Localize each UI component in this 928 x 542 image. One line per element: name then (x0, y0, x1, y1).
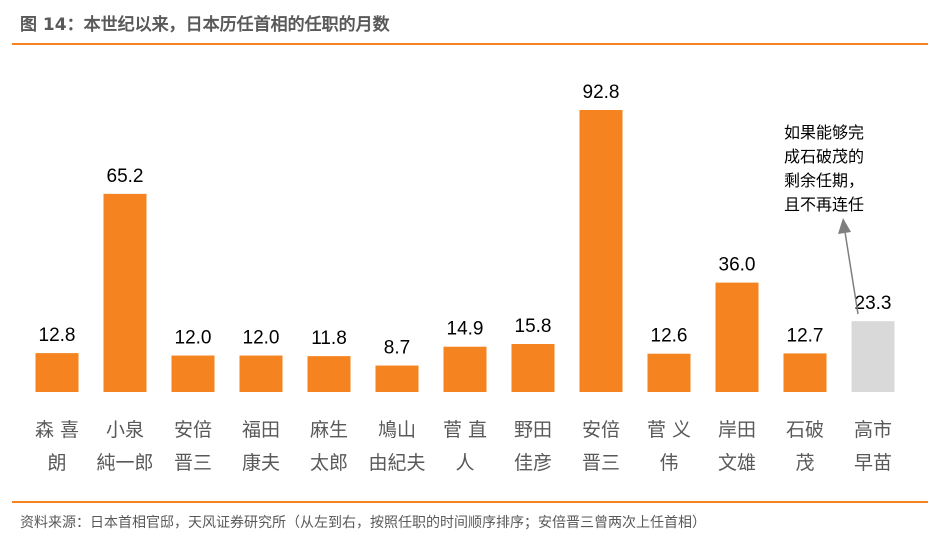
category-label: 石破 (786, 419, 824, 441)
data-label: 65.2 (107, 166, 144, 187)
source-note: 资料来源：日本首相官邸，天风证券研究所（从左到右，按照任职的时间顺序排序；安倍晋… (20, 515, 706, 531)
data-label: 23.3 (855, 293, 892, 314)
category-label: 伟 (659, 452, 678, 474)
category-label: 野田 (514, 419, 552, 441)
source-rule (12, 501, 928, 503)
category-label: 森 喜 (35, 419, 79, 441)
annotation-text: 剩余任期， (784, 171, 864, 190)
chart-title: 图 14：本世纪以来，日本历任首相的任职的月数 (20, 15, 390, 35)
bar (851, 321, 895, 392)
bar (239, 355, 283, 392)
category-label: 純一郎 (96, 452, 153, 474)
bar (647, 353, 691, 392)
annotation-text: 且不再连任 (784, 195, 864, 214)
category-label: 佳彦 (514, 452, 552, 474)
data-label: 92.8 (583, 82, 620, 103)
category-label: 麻生 (310, 419, 348, 441)
title-rule (12, 43, 928, 45)
category-label: 晋三 (174, 452, 212, 474)
data-label: 12.6 (651, 326, 688, 347)
bar (511, 343, 555, 392)
annotation-text: 成石破茂的 (784, 147, 864, 166)
data-label: 11.8 (311, 328, 347, 349)
bar (171, 355, 215, 392)
data-label: 12.8 (39, 325, 76, 346)
bar (715, 282, 759, 392)
category-label: 茂 (795, 452, 814, 474)
category-label: 鳩山 (378, 419, 416, 441)
bar (443, 346, 487, 392)
category-label: 安倍 (582, 419, 620, 441)
data-label: 36.0 (719, 255, 756, 276)
arrow-head-icon (838, 218, 851, 234)
category-label: 文雄 (718, 452, 756, 474)
data-label: 15.8 (515, 316, 552, 337)
bar (103, 193, 147, 392)
category-label: 高市 (854, 419, 892, 441)
bar (579, 110, 623, 392)
data-label: 14.9 (447, 319, 484, 340)
category-label: 岸田 (718, 419, 756, 441)
category-label: 康夫 (242, 452, 280, 474)
category-label: 菅 直 (443, 419, 487, 441)
category-label: 由紀夫 (368, 452, 425, 474)
data-label: 12.7 (787, 325, 824, 346)
bar (375, 365, 419, 392)
category-label: 晋三 (582, 452, 620, 474)
category-label: 朗 (47, 452, 66, 474)
category-label: 早苗 (854, 452, 892, 474)
bar (783, 353, 827, 392)
bar (307, 356, 351, 392)
annotation-text: 如果能够完 (784, 123, 864, 142)
annotation-arrow (844, 231, 859, 315)
data-label: 8.7 (384, 338, 410, 359)
category-label: 太郎 (310, 452, 348, 474)
category-label: 福田 (242, 419, 280, 441)
category-label: 人 (455, 452, 474, 474)
category-label: 小泉 (106, 419, 144, 441)
category-label: 菅 义 (647, 419, 691, 441)
data-label: 12.0 (243, 328, 280, 349)
data-label: 12.0 (175, 328, 212, 349)
bar (35, 353, 79, 392)
category-label: 安倍 (174, 419, 212, 441)
